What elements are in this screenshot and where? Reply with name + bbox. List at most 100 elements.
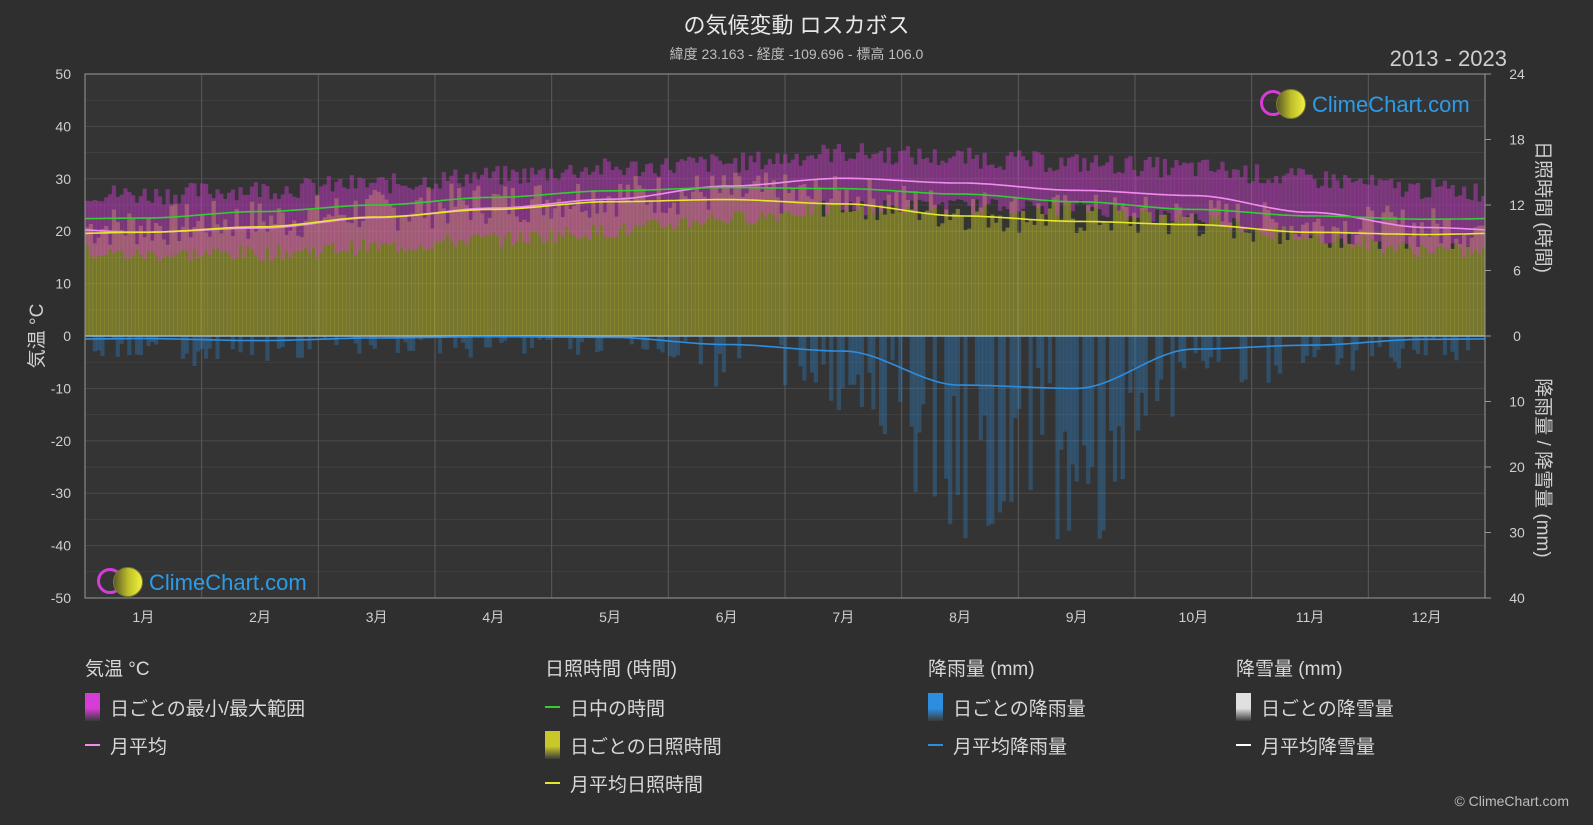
daily-sunshine-bar <box>1343 220 1348 336</box>
daily-rain-bar <box>411 336 416 351</box>
daily-sunshine-bar <box>733 172 738 336</box>
daily-temp-range-bar <box>203 183 209 251</box>
month-label: 7月 <box>832 609 854 625</box>
daily-temp-range-bar <box>200 183 205 256</box>
daily-temp-range-bar <box>1239 176 1244 232</box>
daily-sunshine-bar <box>809 199 815 336</box>
daily-temp-range-bar <box>85 200 90 246</box>
daily-temp-range-bar <box>817 154 822 202</box>
daily-temp-range-bar <box>1017 150 1022 212</box>
daily-rain-bar <box>978 336 983 441</box>
daily-temp-range-bar <box>702 159 707 223</box>
daily-temp-range-bar <box>737 172 742 211</box>
daily-sunshine-bar <box>1412 222 1417 336</box>
daily-rain-bar <box>1013 336 1018 419</box>
daily-rain-bar <box>921 336 926 405</box>
legend-item[interactable]: 月平均降雪量 <box>1236 733 1394 758</box>
daily-temp-range-bar <box>138 196 143 255</box>
daily-rain-bar <box>645 336 650 350</box>
daily-temp-range-bar <box>852 159 857 210</box>
daily-sunshine-bar <box>1178 207 1183 336</box>
daily-temp-range-bar <box>882 162 888 201</box>
right-top-tick-label: 18 <box>1509 132 1525 148</box>
legend-item[interactable]: 月平均 <box>85 733 305 758</box>
daily-sunshine-bar <box>687 198 692 336</box>
series-line <box>84 198 1486 236</box>
daily-rain-bar <box>200 336 205 349</box>
daily-sunshine-bar <box>878 205 884 336</box>
daily-sunshine-bar <box>449 183 454 336</box>
daily-temp-range-bar <box>215 189 220 250</box>
daily-temp-range-bar <box>917 148 922 200</box>
daily-sunshine-bar <box>794 200 799 336</box>
daily-temp-range-bar <box>602 158 608 237</box>
daily-temp-range-bar <box>441 172 446 241</box>
daily-sunshine-bar <box>177 241 182 336</box>
daily-temp-range-bar <box>357 177 362 251</box>
daily-temp-range-bar <box>261 184 266 261</box>
daily-rain-bar <box>127 336 132 356</box>
daily-temp-range-bar <box>376 177 381 251</box>
daily-temp-range-bar <box>449 175 454 242</box>
legend-item[interactable]: 日ごとの日照時間 <box>545 731 722 759</box>
daily-rain-bar <box>668 336 673 357</box>
daily-sunshine-bar <box>936 226 941 336</box>
daily-temp-range-bar <box>249 186 255 250</box>
legend-item[interactable]: 日中の時間 <box>545 695 722 720</box>
legend-item[interactable]: 日ごとの降雪量 <box>1236 693 1394 721</box>
daily-rain-bar <box>357 336 362 354</box>
daily-sunshine-bar <box>1158 215 1164 336</box>
daily-rain-bar <box>829 336 834 401</box>
daily-temp-range-bar <box>1070 156 1075 212</box>
logo-bottom[interactable]: ClimeChart.com <box>95 566 307 600</box>
daily-sunshine-bar <box>1220 221 1225 336</box>
daily-rain-bar <box>368 336 374 346</box>
daily-rain-bar <box>1465 336 1471 351</box>
daily-sunshine-bar <box>503 186 508 336</box>
legend-item[interactable]: 日ごとの最小/最大範囲 <box>85 693 305 721</box>
legend-item[interactable]: 月平均日照時間 <box>545 771 722 796</box>
daily-sunshine-bar <box>146 218 151 336</box>
daily-sunshine-bar <box>422 217 427 336</box>
daily-sunshine-bar <box>621 197 627 336</box>
daily-rain-bar <box>1335 336 1340 365</box>
month-label: 4月 <box>482 609 504 625</box>
legend-item[interactable]: 月平均降雨量 <box>928 733 1086 758</box>
daily-temp-range-bar <box>729 163 734 220</box>
legend-swatch <box>1236 693 1251 721</box>
logo-top[interactable]: ClimeChart.com <box>1258 88 1470 122</box>
daily-sunshine-bar <box>85 227 90 336</box>
daily-sunshine-bar <box>932 204 937 336</box>
daily-temp-range-bar <box>1461 186 1467 257</box>
daily-temp-range-bar <box>96 200 101 256</box>
daily-rain-bar <box>1389 336 1394 358</box>
daily-temp-range-bar <box>752 162 757 225</box>
daily-temp-range-bar <box>522 168 527 243</box>
daily-rain-bar <box>783 336 788 386</box>
daily-sunshine-bar <box>368 194 374 336</box>
daily-sunshine-bar <box>882 214 888 336</box>
daily-sunshine-bar <box>1109 230 1114 336</box>
daily-rain-bar <box>598 336 604 351</box>
daily-temp-range-bar <box>1086 170 1091 213</box>
daily-temp-range-bar <box>798 165 803 217</box>
daily-rain-bar <box>180 336 186 359</box>
daily-sunshine-bar <box>299 237 305 336</box>
daily-sunshine-bar <box>138 225 143 336</box>
year-range: 2013 - 2023 <box>1389 46 1507 71</box>
daily-rain-bar <box>1274 336 1279 366</box>
daily-sunshine-bar <box>399 217 404 336</box>
daily-rain-bar <box>265 336 270 361</box>
month-label: 8月 <box>949 609 971 625</box>
daily-sunshine-bar <box>334 198 339 336</box>
daily-rain-bar <box>963 336 968 539</box>
daily-sunshine-bar <box>88 224 94 336</box>
daily-temp-range-bar <box>269 199 274 261</box>
daily-temp-range-bar <box>652 173 657 221</box>
daily-sunshine-bar <box>901 185 907 336</box>
daily-sunshine-bar <box>1070 218 1075 336</box>
daily-sunshine-bar <box>974 211 980 336</box>
daily-rain-bar <box>146 336 151 347</box>
legend-item[interactable]: 日ごとの降雨量 <box>928 693 1086 721</box>
daily-rain-bar <box>721 336 726 373</box>
